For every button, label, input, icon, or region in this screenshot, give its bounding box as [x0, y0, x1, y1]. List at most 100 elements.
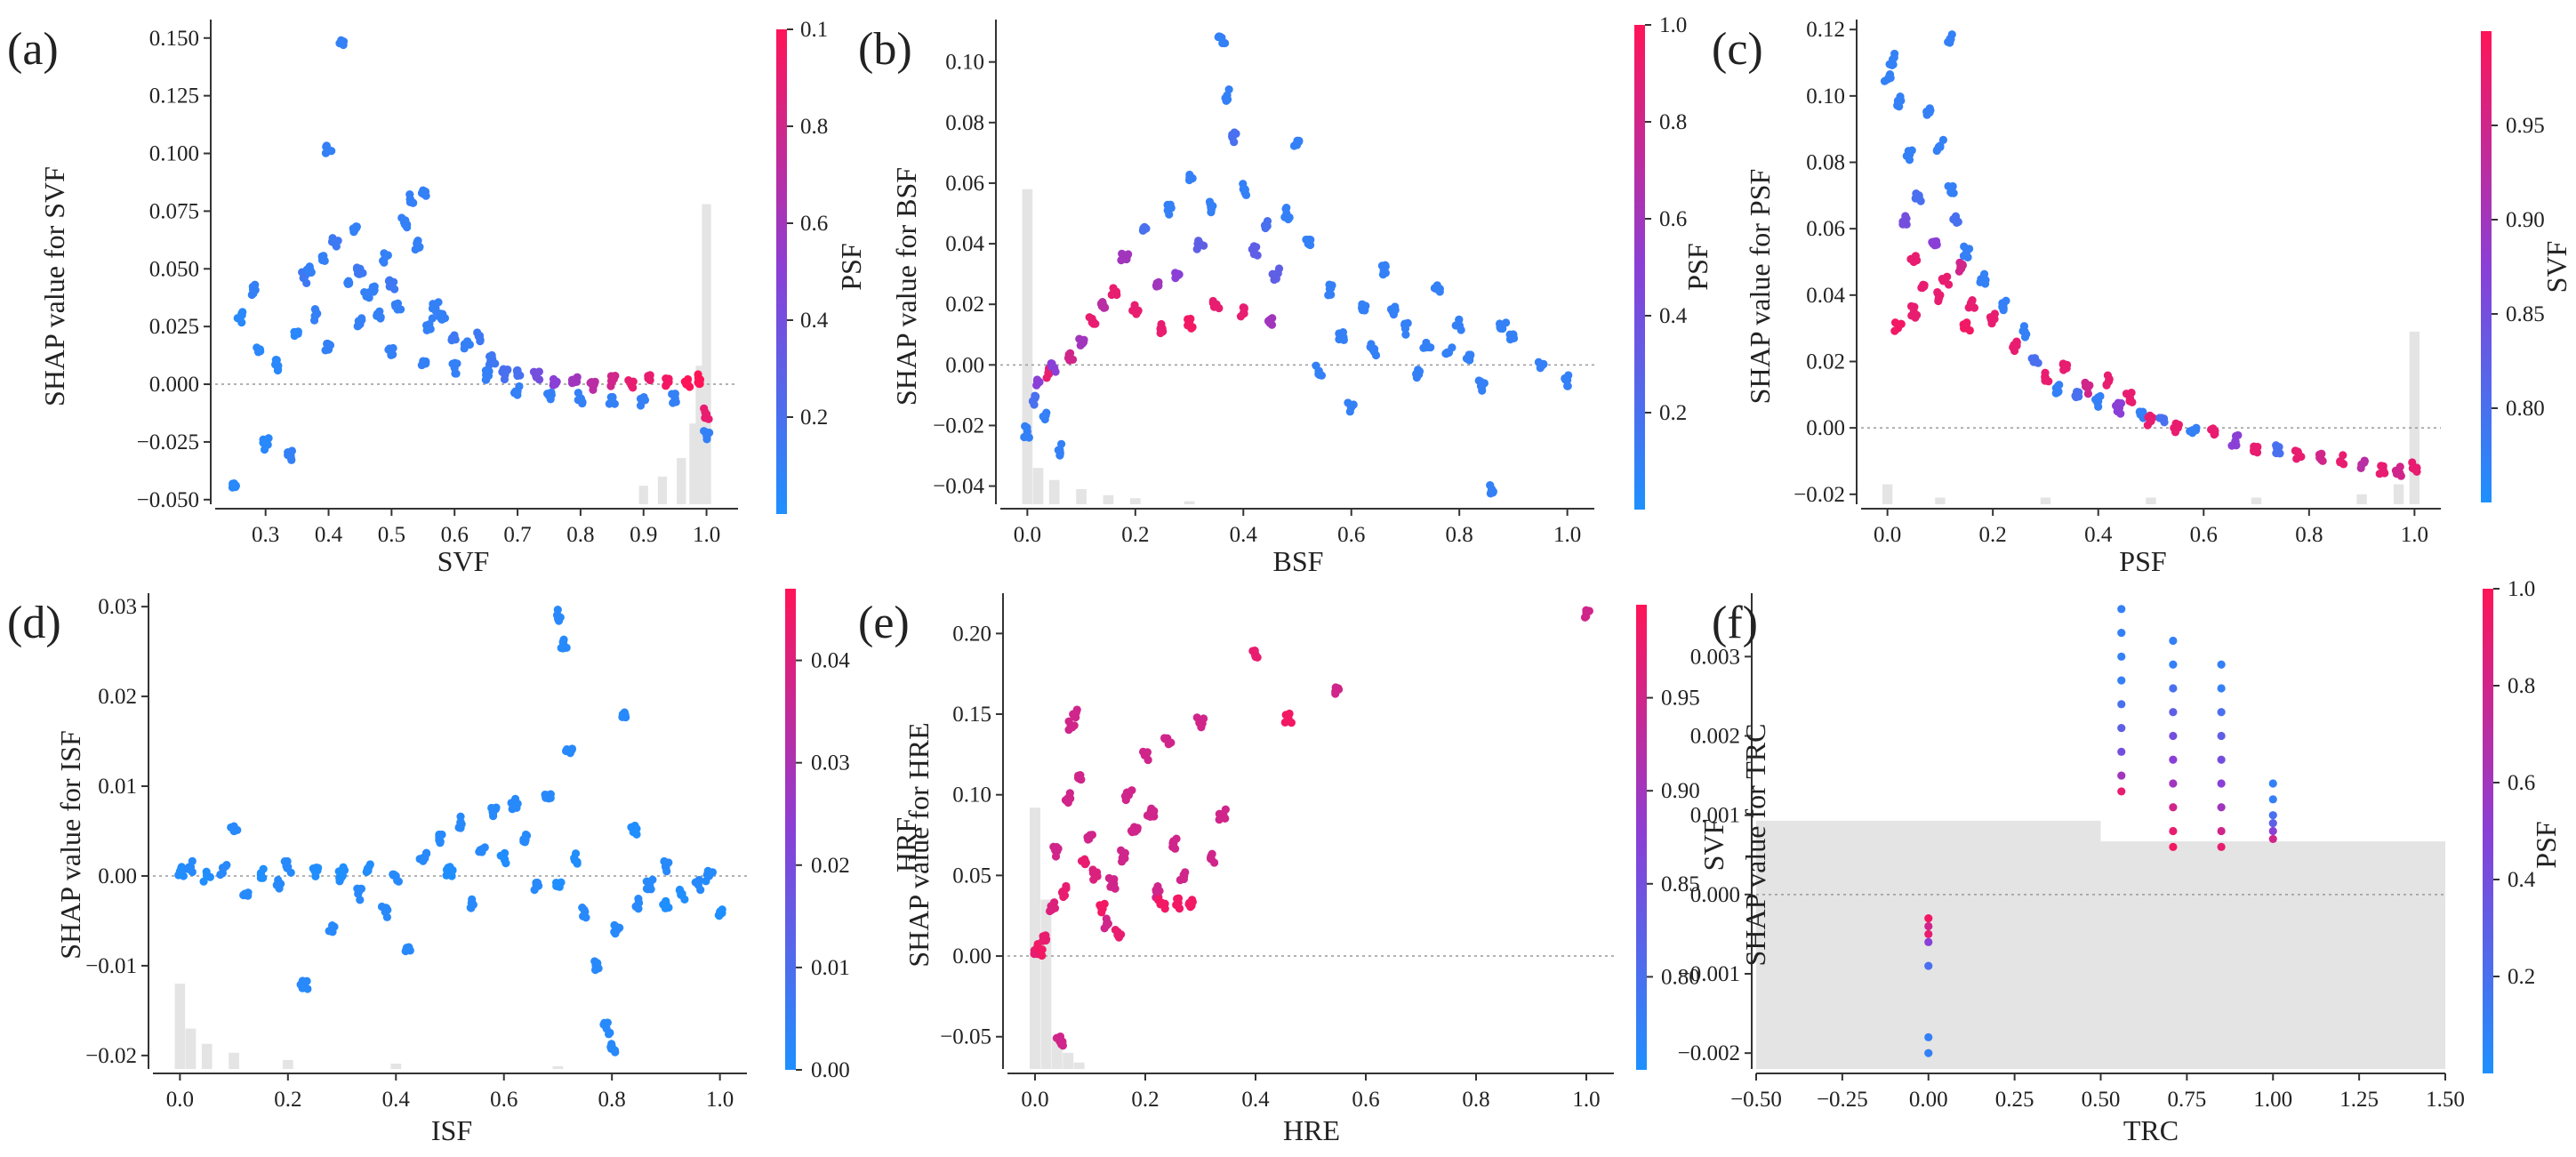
panel-a-colorbar-tick-label: 0.1 — [800, 18, 828, 42]
panel-b-y-label: SHAP value for BSF — [890, 167, 922, 406]
panel-c-data-point — [1906, 301, 1916, 310]
panel-d-colorbar-tick-label: 0.02 — [811, 854, 850, 878]
panel-b-data-point — [1220, 38, 1230, 48]
panel-e-data-point — [1089, 875, 1098, 884]
panel-b-data-point — [1047, 358, 1055, 368]
panel-a-data-point — [307, 268, 316, 277]
panel-b-data-point — [1496, 323, 1505, 332]
panel-a-data-point — [355, 269, 364, 278]
panel-d-x-ticks: 0.0 0.2 0.4 0.6 0.8 1.0 — [166, 1073, 734, 1112]
panel-b-x-tick-label: 0.4 — [1230, 523, 1258, 547]
panel-d-data-point — [615, 923, 624, 932]
panel-f-x-tick-label: 1.50 — [2426, 1088, 2465, 1112]
panel-a-data-point — [465, 340, 474, 350]
panel-d-data-point — [298, 984, 307, 992]
panel-c-data-point — [1960, 242, 1969, 251]
panel-a-data-point — [357, 314, 366, 323]
panel-c-data-point — [2058, 359, 2067, 368]
panel-c-data-point — [1979, 269, 1989, 278]
panel-e-data-point — [1058, 1041, 1067, 1050]
panel-d-data-point — [610, 1046, 620, 1055]
panel-c-data-point — [1947, 30, 1956, 39]
panel-a-x-tick-label: 0.3 — [252, 523, 279, 547]
panel-a-x-tick-label: 0.9 — [630, 523, 657, 547]
panel-d-data-point — [522, 831, 532, 840]
panel-b-y-tick-label: −0.04 — [933, 475, 984, 499]
panel-e-hist-bar — [1040, 899, 1052, 1069]
panel-f-data-point — [2117, 787, 2126, 796]
panel-a-data-point — [486, 352, 494, 361]
panel-b-data-point — [1124, 250, 1133, 259]
panel-a-colorbar-tick-label: 0.2 — [800, 406, 828, 430]
panel-c-y-tick-label: 0.12 — [1806, 18, 1845, 42]
panel-a-data-point — [270, 360, 280, 369]
panel-b-colorbar-ticks: 0.2 0.4 0.6 0.8 1.0 — [1645, 13, 1688, 425]
panel-f-data-point — [2117, 605, 2126, 614]
panel-f-colorbar-tick-label: 0.8 — [2508, 674, 2535, 698]
panel-e-data-point — [1250, 646, 1259, 655]
panel-b-data-point — [1166, 200, 1175, 209]
panel-b-data-point — [1041, 411, 1050, 420]
panel-a-colorbar-tick-label: 0.8 — [800, 115, 828, 139]
panel-e-x-ticks: 0.0 0.2 0.4 0.6 0.8 1.0 — [1021, 1073, 1601, 1112]
panel-f-data-point — [1924, 913, 1933, 923]
panel-e-data-point — [1199, 714, 1208, 723]
panel-b-data-point — [1208, 299, 1217, 308]
panel-a-y-tick-label: 0.125 — [149, 84, 199, 108]
panel-a-data-point — [680, 377, 689, 386]
panel-a-data-point — [500, 374, 510, 384]
panel-a-data-point — [237, 318, 246, 327]
panel-a-data-point — [702, 431, 711, 441]
panel-d-data-point — [229, 826, 239, 836]
panel-e-data-point — [1285, 709, 1294, 719]
panel-d-colorbar-ticks: 0.00 0.01 0.02 0.03 0.04 — [796, 649, 850, 1082]
panel-d-hist-bar — [390, 1063, 402, 1069]
panel-d-x-label: ISF — [431, 1114, 472, 1146]
panel-d-data-point — [328, 921, 337, 930]
panel-f-data-point — [2169, 755, 2178, 764]
panel-c-data-point — [2083, 390, 2092, 398]
panel-a-y-tick-label: 0.050 — [149, 257, 199, 281]
panel-c-data-point — [2192, 423, 2201, 432]
panel-a-y-tick-label: 0.100 — [149, 142, 199, 166]
panel-c-data-point — [2125, 393, 2135, 403]
panel-a-data-point — [287, 446, 296, 455]
panel-a-data-point — [668, 390, 677, 398]
panel-f-data-point — [2169, 803, 2178, 812]
panel-b-data-point — [1128, 306, 1137, 315]
panel-b-data-point — [1457, 325, 1465, 334]
panel-d-x-tick-label: 0.8 — [598, 1088, 626, 1112]
panel-b-x-tick-label: 0.0 — [1014, 523, 1041, 547]
panel-b-data-point — [1051, 367, 1060, 376]
panel-d-hist-bar — [229, 1052, 239, 1069]
panel-a-data-point — [578, 398, 587, 406]
panel-d-data-point — [202, 871, 212, 880]
panel-f-data-point — [2217, 708, 2226, 717]
panel-c-data-point — [1976, 277, 1985, 286]
panel-f-data-point — [2268, 811, 2277, 820]
panel-c-data-point — [2293, 447, 2302, 456]
panel-b-data-point — [1455, 315, 1464, 325]
panel-f-data-point — [2169, 826, 2178, 836]
panel-c-data-point — [1966, 299, 1976, 308]
panel-a-y-tick-label: −0.025 — [137, 430, 199, 454]
panel-f-x-tick-label: −0.50 — [1730, 1088, 1782, 1112]
panel-e-data-point — [1111, 926, 1119, 935]
panel-d-data-point — [604, 1030, 614, 1039]
panel-a-data-point — [408, 198, 418, 207]
panel-f-y-ticks: −0.002 −0.001 0.000 0.001 0.002 0.003 — [1678, 645, 1752, 1065]
panel-a-data-point — [481, 366, 490, 375]
panel-f-data-point — [2117, 676, 2126, 685]
panel-a-data-point — [369, 284, 378, 293]
panel-d-data-point — [555, 882, 564, 891]
panel-a-data-point — [321, 149, 331, 157]
panel-e-colorbar-tick-label: 0.90 — [1661, 779, 1700, 803]
panel-c-data-point — [2391, 466, 2400, 475]
panel-c-data-point — [1938, 135, 1948, 144]
panel-d-x-tick-label: 0.6 — [490, 1088, 518, 1112]
panel-d-y-tick-label: 0.00 — [98, 864, 137, 888]
panel-e-y-tick-label: 0.10 — [952, 783, 991, 807]
panel-b-data-point — [1118, 249, 1127, 258]
panel-b-data-point — [1152, 282, 1161, 291]
panel-c-data-point — [2227, 441, 2236, 450]
